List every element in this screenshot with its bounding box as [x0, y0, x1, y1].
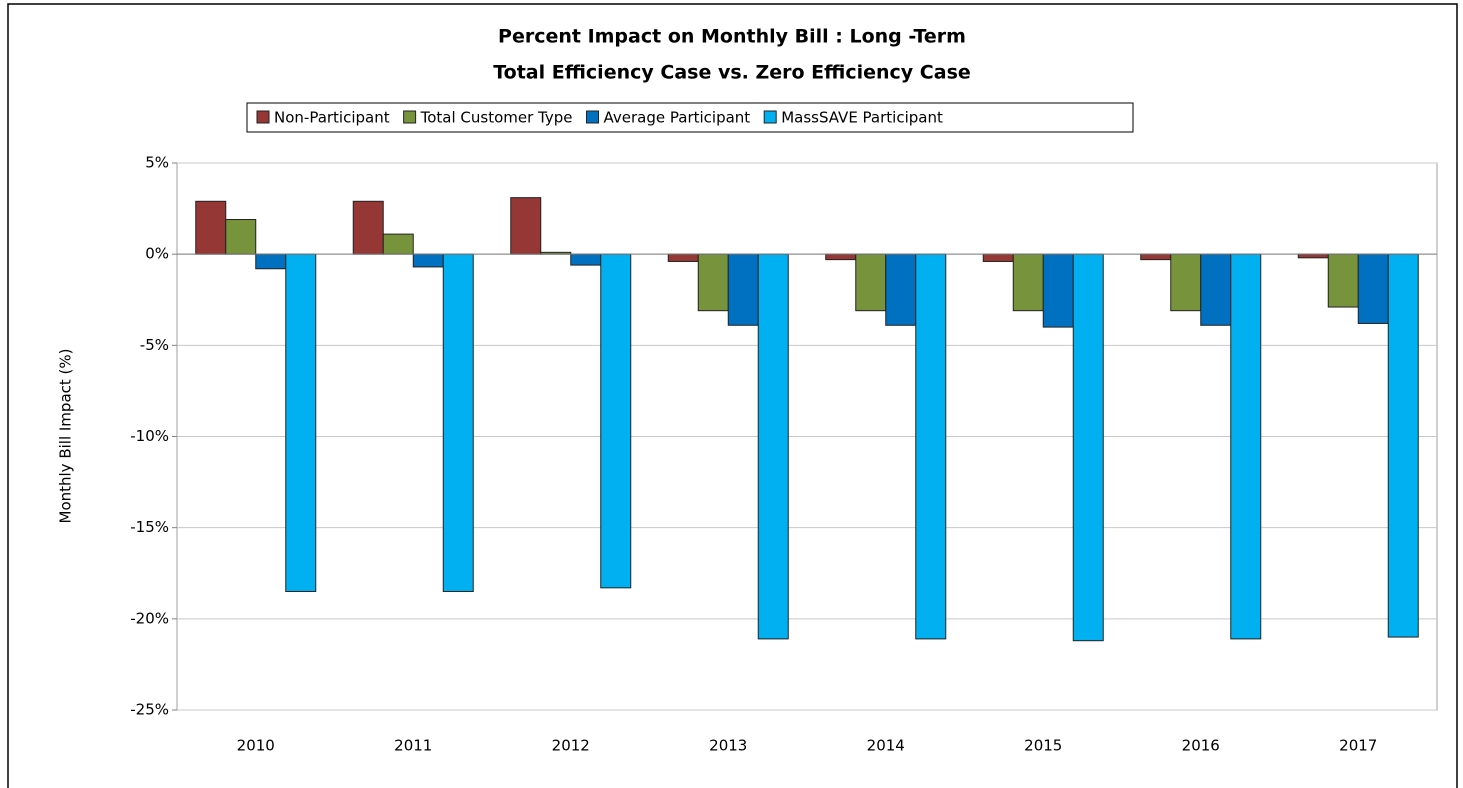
bar	[412, 253, 444, 268]
bar	[600, 253, 632, 589]
bar	[1042, 253, 1074, 328]
legend-label: MassSAVE Participant	[781, 109, 943, 127]
bar	[382, 233, 414, 255]
x-tick-label: 2011	[394, 737, 432, 755]
bar	[1357, 253, 1389, 324]
x-tick-label: 2013	[709, 737, 747, 755]
bar	[1012, 253, 1044, 312]
legend-swatch	[256, 110, 270, 124]
legend-swatch	[763, 110, 777, 124]
bar	[825, 253, 857, 261]
bar	[1230, 253, 1262, 640]
bar	[757, 253, 789, 640]
x-tick-label: 2010	[237, 737, 275, 755]
bar	[727, 253, 759, 326]
legend-label: Average Participant	[604, 109, 751, 127]
bar	[1072, 253, 1104, 642]
bar	[255, 253, 287, 270]
x-tick-label: 2014	[867, 737, 905, 755]
bar	[285, 253, 317, 592]
bar	[195, 200, 227, 255]
legend-box	[246, 102, 1134, 133]
bar	[915, 253, 947, 640]
bar	[1327, 253, 1359, 308]
bar	[1170, 253, 1202, 312]
x-tick-label: 2017	[1339, 737, 1377, 755]
legend-swatch	[403, 110, 417, 124]
bar	[570, 253, 602, 266]
bar	[1297, 253, 1329, 259]
bar	[855, 253, 887, 312]
bar	[697, 253, 729, 312]
bar	[352, 200, 384, 255]
y-tick-label: -25%	[130, 701, 169, 719]
bar	[1387, 253, 1419, 638]
bar	[885, 253, 917, 326]
chart-title: Percent Impact on Monthly Bill : Long -T…	[498, 26, 966, 48]
bar	[442, 253, 474, 592]
bar	[982, 253, 1014, 262]
y-tick-label: -10%	[130, 427, 169, 445]
chart-subtitle: Total Efficiency Case vs. Zero Efficienc…	[493, 62, 971, 84]
bar	[510, 197, 542, 255]
x-tick-label: 2012	[552, 737, 590, 755]
y-axis-label: Monthly Bill Impact (%)	[57, 349, 75, 524]
legend-label: Total Customer Type	[420, 109, 573, 127]
legend-swatch	[586, 110, 600, 124]
bar	[1140, 253, 1172, 261]
y-tick-label: 5%	[145, 154, 169, 172]
bar	[1200, 253, 1232, 326]
y-tick-label: -15%	[130, 518, 169, 536]
legend-label: Non-Participant	[274, 109, 390, 127]
x-tick-label: 2015	[1024, 737, 1062, 755]
y-tick-label: 0%	[145, 245, 169, 263]
y-tick-label: -20%	[130, 609, 169, 627]
y-tick-label: -5%	[140, 336, 169, 354]
x-tick-label: 2016	[1182, 737, 1220, 755]
bar	[667, 253, 699, 262]
bar	[225, 219, 257, 255]
